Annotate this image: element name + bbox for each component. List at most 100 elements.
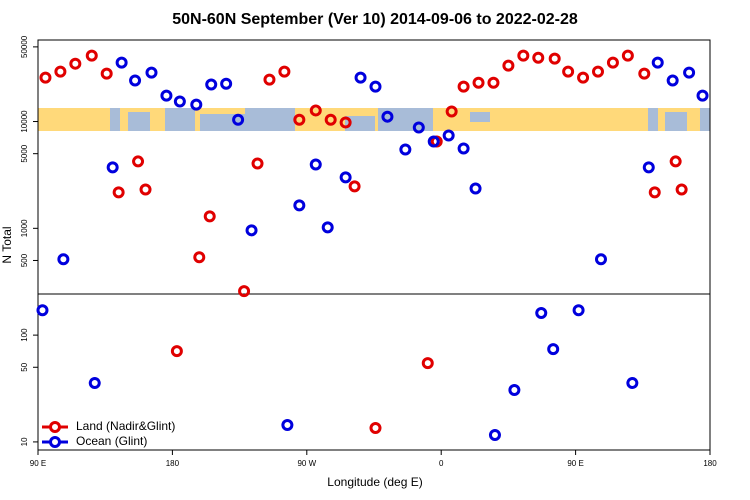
point xyxy=(508,384,521,397)
point xyxy=(666,74,679,87)
x-tick-label: 90 W xyxy=(297,459,316,468)
x-tick-label: 180 xyxy=(703,459,717,468)
point xyxy=(129,74,142,87)
point xyxy=(472,76,485,89)
point xyxy=(238,285,251,298)
point xyxy=(427,135,440,148)
point xyxy=(170,345,183,358)
point xyxy=(309,104,322,117)
point xyxy=(354,71,367,84)
point xyxy=(683,66,696,79)
point xyxy=(696,89,709,102)
point xyxy=(457,80,470,93)
point xyxy=(232,113,245,126)
point xyxy=(39,71,52,84)
point xyxy=(445,105,458,118)
legend-marker xyxy=(49,436,61,448)
point xyxy=(669,155,682,168)
x-tick-label: 90 E xyxy=(567,459,583,468)
point xyxy=(487,76,500,89)
point xyxy=(592,65,604,78)
x-tick-label: 90 E xyxy=(30,459,46,468)
point xyxy=(205,78,218,91)
point xyxy=(572,304,585,317)
point xyxy=(642,161,655,174)
point xyxy=(594,253,607,266)
point xyxy=(532,51,545,64)
x-tick-label: 0 xyxy=(439,459,444,468)
point xyxy=(106,161,119,174)
point xyxy=(381,110,394,123)
point xyxy=(412,121,425,134)
y-tick-label: 50 xyxy=(20,362,29,371)
point xyxy=(36,304,49,317)
y-tick-label: 100 xyxy=(20,328,29,342)
point xyxy=(517,49,530,62)
legend-label: Land (Nadir&Glint) xyxy=(76,419,175,433)
point xyxy=(69,57,82,70)
point xyxy=(54,65,67,78)
point xyxy=(145,66,158,79)
y-axis-label: N Total xyxy=(0,226,14,263)
y-tick-label: 500 xyxy=(20,253,29,267)
point xyxy=(132,155,145,168)
point xyxy=(675,183,688,196)
point xyxy=(245,224,258,237)
point xyxy=(369,80,382,93)
point xyxy=(278,65,291,78)
point xyxy=(469,182,482,195)
x-tick-label: 180 xyxy=(166,459,180,468)
y-tick-label: 10 xyxy=(20,437,29,446)
chart-title: 50N-60N September (Ver 10) 2014-09-06 to… xyxy=(172,11,578,28)
point xyxy=(324,113,337,126)
point xyxy=(369,421,382,434)
point xyxy=(88,377,101,390)
point xyxy=(548,52,561,65)
point xyxy=(339,116,352,129)
point xyxy=(348,180,361,193)
point xyxy=(321,221,334,234)
point xyxy=(488,429,501,442)
point xyxy=(160,89,173,102)
point xyxy=(309,158,322,171)
point xyxy=(621,49,634,62)
point xyxy=(502,59,515,72)
y-tick-label: 10000 xyxy=(20,110,29,133)
legend-label: Ocean (Glint) xyxy=(76,434,147,448)
point xyxy=(281,419,294,432)
plot-frame xyxy=(37,39,711,451)
point xyxy=(57,253,70,266)
point xyxy=(399,143,412,156)
point xyxy=(535,307,548,320)
y-tick-label: 5000 xyxy=(20,144,29,162)
point xyxy=(562,65,575,78)
point xyxy=(203,210,216,223)
point xyxy=(112,186,125,199)
y-tick-label: 50000 xyxy=(20,35,29,58)
point xyxy=(651,56,664,69)
map-strip xyxy=(38,108,710,131)
legend-marker xyxy=(49,421,61,433)
point xyxy=(339,171,352,184)
point xyxy=(421,357,434,370)
point xyxy=(457,142,470,155)
point xyxy=(606,56,619,69)
point xyxy=(648,186,661,199)
point xyxy=(193,251,206,264)
point xyxy=(442,129,455,142)
point xyxy=(293,199,306,212)
point xyxy=(139,183,152,196)
y-tick-label: 1000 xyxy=(20,219,29,237)
x-axis-label: Longitude (deg E) xyxy=(327,475,422,489)
point xyxy=(100,67,113,80)
point xyxy=(547,343,560,356)
point xyxy=(173,95,186,108)
point xyxy=(293,113,306,126)
point xyxy=(190,98,203,111)
point xyxy=(85,49,98,62)
point xyxy=(251,157,264,170)
point xyxy=(220,77,233,90)
point xyxy=(115,56,128,69)
point xyxy=(263,73,276,86)
